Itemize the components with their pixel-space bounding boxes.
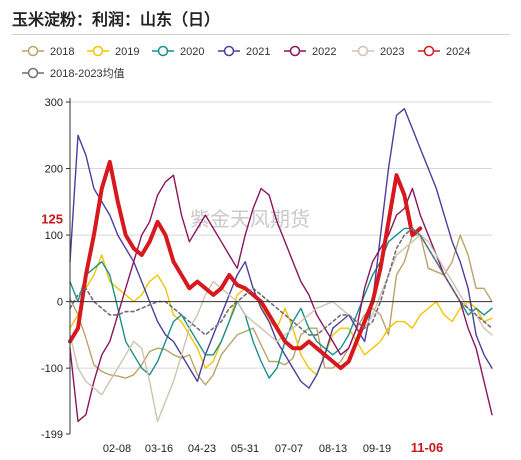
legend-marker	[157, 45, 169, 57]
legend-label: 2023	[380, 46, 404, 58]
legend-marker	[423, 45, 435, 57]
legend-label: 2020	[180, 46, 204, 58]
legend-label: 2022	[312, 46, 336, 58]
y-tick-label: 0	[57, 297, 63, 309]
y-highlight-label: 125	[41, 211, 63, 226]
chart-title: 玉米淀粉：利润：山东（日）	[12, 10, 221, 29]
series-line-2019	[69, 254, 493, 376]
x-highlight-label: 11-06	[411, 440, 444, 455]
series-line-2020	[69, 227, 493, 379]
series-line-2024	[68, 159, 423, 371]
x-tick-label: 02-08	[103, 443, 131, 455]
series-lines	[68, 107, 493, 423]
x-tick-label: 07-07	[275, 443, 303, 455]
legend-item-2018[interactable]: 2018	[22, 45, 74, 58]
title-divider	[12, 34, 510, 35]
legend-item-2024[interactable]: 2024	[418, 45, 470, 58]
y-tick-label: 300	[45, 97, 63, 109]
axes: -199 -100 0 100 200 300 125 02-08 03-16 04-23 05-3…	[41, 97, 492, 455]
x-tick-label: 08-13	[319, 443, 347, 455]
legend-marker	[27, 67, 39, 79]
legend-marker	[27, 45, 39, 57]
gridlines	[70, 101, 492, 369]
legend-marker	[357, 45, 369, 57]
x-tick-label: 09-19	[363, 443, 391, 455]
x-tick-label: 04-23	[188, 443, 216, 455]
x-tick-label: 05-31	[231, 443, 259, 455]
legend-label: 2018	[50, 46, 74, 58]
legend-marker	[92, 45, 104, 57]
legend-label: 2021	[246, 46, 270, 58]
series-line-2022	[69, 174, 493, 423]
legend-label: 2019	[115, 46, 139, 58]
legend-marker	[289, 45, 301, 57]
y-tick-label: 200	[45, 164, 63, 176]
legend: 2018 2019 2020 2021 2022 2023 2024 2018-2023均值	[22, 45, 470, 80]
legend-marker	[223, 45, 235, 57]
y-tick-label: -199	[41, 429, 63, 441]
legend-item-2023[interactable]: 2023	[352, 45, 404, 58]
legend-label: 2024	[446, 46, 470, 58]
x-tick-label: 03-16	[145, 443, 173, 455]
legend-label: 2018-2023均值	[50, 67, 125, 80]
series-line-2021	[69, 107, 493, 389]
legend-item-2022[interactable]: 2022	[284, 45, 336, 58]
y-tick-label: 100	[45, 230, 63, 242]
legend-item-2020[interactable]: 2020	[152, 45, 204, 58]
series-line-2018-2023均值	[69, 227, 493, 336]
y-tick-label: -100	[41, 363, 63, 375]
legend-item-2021[interactable]: 2021	[218, 45, 270, 58]
legend-item-2019[interactable]: 2019	[87, 45, 139, 58]
series-line-2018	[69, 234, 493, 386]
legend-item-2018-2023均值[interactable]: 2018-2023均值	[22, 67, 125, 80]
